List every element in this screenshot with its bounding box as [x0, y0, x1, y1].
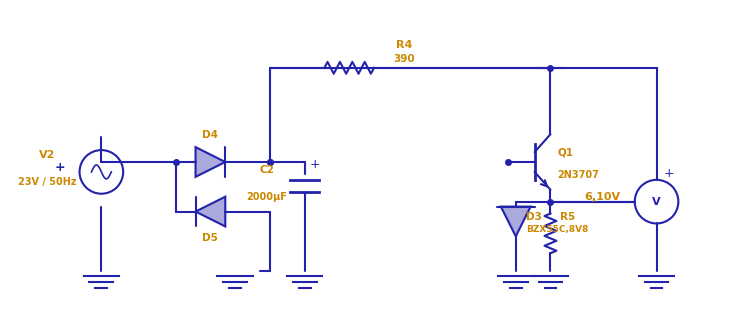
Text: 390: 390: [393, 54, 414, 64]
Text: +: +: [310, 158, 320, 172]
Text: 23V / 50Hz: 23V / 50Hz: [18, 177, 76, 187]
Text: +: +: [55, 161, 65, 175]
Polygon shape: [501, 207, 530, 236]
Text: R5: R5: [560, 212, 576, 222]
Text: 6,10V: 6,10V: [584, 192, 620, 202]
Text: D3: D3: [526, 212, 542, 222]
Text: 2000μF: 2000μF: [247, 192, 287, 202]
Text: C2: C2: [260, 165, 275, 175]
Text: +: +: [663, 167, 674, 180]
Polygon shape: [195, 197, 225, 226]
Text: 2N3707: 2N3707: [557, 170, 599, 180]
Text: V2: V2: [39, 150, 55, 160]
Text: R4: R4: [396, 40, 412, 50]
Text: V: V: [652, 197, 660, 207]
Text: D5: D5: [203, 233, 218, 243]
Text: Q1: Q1: [557, 147, 574, 157]
Text: BZX55C,8V8: BZX55C,8V8: [526, 225, 588, 234]
Polygon shape: [195, 147, 225, 177]
Text: D4: D4: [203, 130, 218, 140]
